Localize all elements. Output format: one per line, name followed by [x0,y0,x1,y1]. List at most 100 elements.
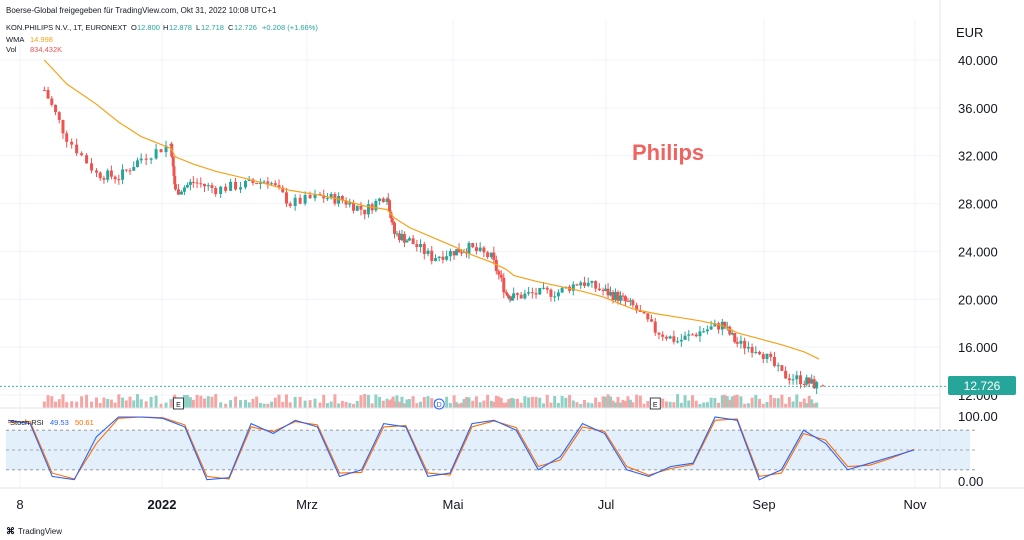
volume-bar [318,402,322,408]
volume-bar [348,403,352,408]
wma-label[interactable]: WMA [6,35,24,44]
candle-body [386,198,390,201]
volume-bar [366,394,370,408]
candle-body [512,293,516,299]
candle-body [419,244,423,248]
volume-bar [499,398,503,408]
candle-body [717,323,721,330]
ohlc-low: 12.718 [201,23,224,32]
volume-bar [244,399,247,408]
earnings-marker[interactable] [173,397,184,410]
candle-body [199,183,203,185]
volume-bar [754,394,758,408]
candle-body [802,384,806,386]
candle-body [402,234,406,243]
volume-bar [772,398,776,408]
volume-bar [709,397,713,408]
candle-body [478,247,482,251]
volume-bar [229,400,233,408]
candle-body [579,282,583,286]
symbol-name[interactable]: KON.PHILIPS N.V., 1T, EURONEXT [6,23,127,32]
volume-bar [457,403,461,408]
volume-bar [95,397,98,408]
volume-bar [527,397,531,408]
candle-body [534,293,538,295]
volume-bar [139,399,143,408]
candle-body [668,336,672,339]
volume-bar [687,400,691,408]
volume-bar [606,394,610,408]
ohlc-l-label: L [196,23,200,32]
volume-bar [791,401,795,408]
candle-body [214,187,218,195]
candle-body [754,351,758,353]
volume-bar [735,394,739,408]
volume-bar [542,403,545,408]
candle-body [638,310,642,312]
vol-value: 834.432K [30,45,62,54]
volume-bar [765,401,769,408]
candle-body [746,346,750,349]
candle-body [621,295,625,297]
candle-body [628,300,632,302]
volume-bar [61,394,65,408]
candle-body [415,244,419,248]
volume-bar [149,397,153,408]
volume-bar [270,401,274,408]
price-tick-label: 20.000 [958,292,998,307]
candle-body [284,192,288,204]
candle-body [787,378,791,381]
stoch-tick-label: 0.00 [958,474,983,489]
volume-bar [258,402,262,408]
volume-bar [182,394,186,408]
price-tick-label: 24.000 [958,244,998,259]
tradingview-label: TradingView [18,527,62,536]
ohlc-open: 12.800 [137,23,160,32]
candle-body [702,331,706,333]
volume-bar [344,401,348,408]
candle-body [98,172,102,179]
volume-bar [702,402,706,408]
candle-body [144,158,148,160]
volume-bar [462,399,466,408]
volume-bar [795,394,799,408]
volume-bar [512,398,516,408]
candle-body [219,186,223,195]
candle-body [611,291,615,301]
earnings-marker[interactable] [649,397,661,410]
volume-bar [75,401,79,408]
candle-body [159,149,163,153]
volume-bar [415,403,419,408]
volume-bar [419,401,423,408]
candle-body [606,288,610,296]
candle-body [393,222,396,234]
stoch-label[interactable]: Stoch RSI [10,418,44,427]
volume-bars [42,394,819,408]
stoch-panel [6,416,976,481]
dividend-marker[interactable] [433,398,445,410]
volume-bar [185,395,189,408]
candle-body [672,336,676,342]
candle-body [772,356,776,366]
volume-bar [601,396,605,408]
tradingview-logo[interactable]: ⌘ TradingView [6,526,62,536]
legend: KON.PHILIPS N.V., 1T, EURONEXT O 12.800 … [6,23,318,427]
volume-bar [313,398,317,408]
vol-label[interactable]: Vol [6,45,17,54]
candle-body [510,298,514,301]
candle-body [791,379,795,381]
candle-body [57,112,61,120]
candle-body [549,289,553,297]
candle-body [374,200,378,211]
candle-body [430,250,434,261]
candle-body [571,284,575,291]
stoch-k-value: 49.53 [50,418,69,427]
candle-body [462,251,466,253]
candle-body [381,198,385,203]
candle-body [457,249,461,253]
volume-bar [626,396,630,408]
candle-body [400,234,404,241]
candle-body [433,258,437,261]
candle-body [61,119,65,134]
volume-bar [646,401,650,408]
